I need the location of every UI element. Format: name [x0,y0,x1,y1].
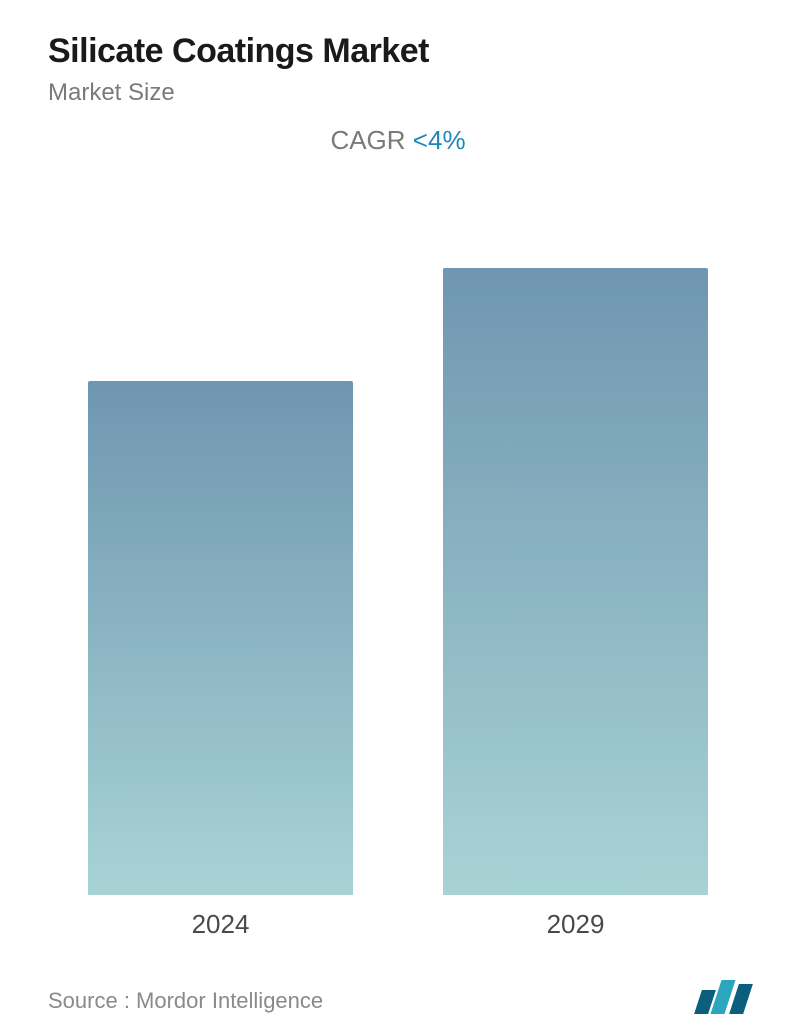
cagr-row: CAGR <4% [48,125,748,156]
cagr-label: CAGR [330,125,405,155]
bar [443,268,708,895]
x-axis-label: 2029 [443,909,708,940]
page-subtitle: Market Size [48,79,748,107]
brand-logo-icon [698,980,748,1014]
chart-x-axis: 2024 2029 [48,895,748,940]
bar-group [443,268,708,895]
source-attribution: Source : Mordor Intelligence [48,988,323,1014]
x-axis-label: 2024 [88,909,353,940]
bar [88,381,353,895]
footer: Source : Mordor Intelligence [48,940,748,1014]
chart-container: Silicate Coatings Market Market Size CAG… [0,0,796,1034]
bar-group [88,381,353,895]
page-title: Silicate Coatings Market [48,32,748,71]
chart-plot-area [48,166,748,895]
cagr-value: <4% [413,125,466,155]
